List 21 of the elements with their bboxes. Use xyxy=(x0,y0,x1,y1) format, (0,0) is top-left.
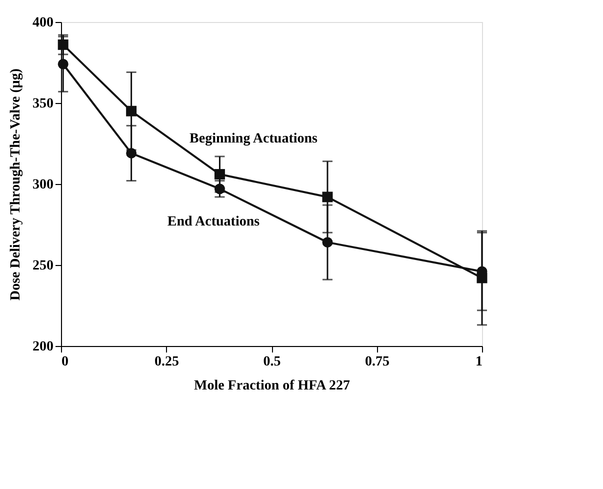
point xyxy=(126,106,137,116)
x-tick-label: 0.75 xyxy=(365,354,390,370)
x-tick-label: 1 xyxy=(476,354,482,370)
x-axis-title: Mole Fraction of HFA 227 xyxy=(194,378,350,394)
point xyxy=(322,237,333,248)
series-label: End Actuations xyxy=(167,214,260,230)
x-tick-label: 0 xyxy=(62,354,68,370)
x-tick-label: 0.5 xyxy=(263,354,281,370)
y-tick-label: 400 xyxy=(32,16,54,30)
x-tick-label: 0.25 xyxy=(154,354,179,370)
point xyxy=(214,169,225,180)
y-axis-title: Dose Delivery Through-The-Valve (μg) xyxy=(8,68,24,301)
y-tick-label: 350 xyxy=(32,96,54,112)
point xyxy=(214,184,225,194)
y-tick-label: 300 xyxy=(32,178,54,192)
y-tick-label: 250 xyxy=(32,258,54,274)
point xyxy=(126,148,137,158)
series-label: Beginning Actuations xyxy=(190,132,318,147)
y-tick-label: 200 xyxy=(32,340,54,354)
point xyxy=(322,192,333,202)
point xyxy=(58,58,68,70)
